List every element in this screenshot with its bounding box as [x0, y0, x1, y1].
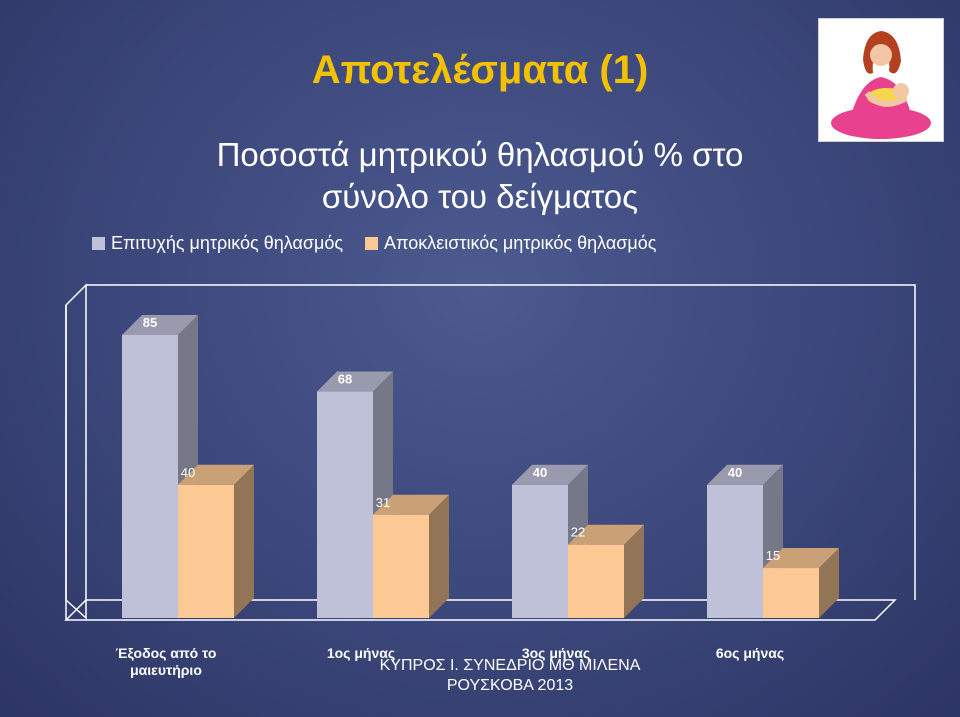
- legend-item-exclusive: Αποκλειστικός μητρικός θηλασμός: [365, 233, 656, 254]
- legend-swatch-successful: [92, 237, 105, 250]
- chart-subtitle: Ποσοστά μητρικού θηλασμού % στο σύνολο τ…: [100, 134, 860, 218]
- bar-side-s1-c0: [234, 464, 254, 618]
- x-tick-label-0: Έξοδος από το μαιευτήριο: [116, 645, 217, 678]
- x-tick-label-2: 3ος μήνας: [522, 645, 590, 661]
- x-tick-label-3: 6ος μήνας: [716, 645, 784, 661]
- bar-top-s0-c0: [122, 314, 198, 335]
- bar-side-s1-c1: [429, 494, 449, 618]
- value-label-s1-c2: 22: [571, 525, 585, 540]
- bar-s1-c1: [373, 514, 429, 618]
- bar-s1-c0: [178, 484, 234, 618]
- bar-s0-c2: [512, 484, 568, 618]
- bar-top-s1-c2: [568, 524, 644, 545]
- footer-line-1: ΚΥΠΡΟΣ Ι. ΣΥΝΕΔΡΙΟ ΜΘ ΜΙΛΕΝΑ: [379, 657, 641, 674]
- plot-wall-back: [86, 284, 916, 600]
- bar-s0-c3: [707, 484, 763, 618]
- bar-top-s0-c1: [317, 371, 393, 392]
- value-label-s0-c0: 85: [143, 315, 157, 330]
- bar-top-s0-c2: [512, 464, 588, 485]
- plot-floor: [64, 599, 897, 621]
- legend-label-successful: Επιτυχής μητρικός θηλασμός: [111, 233, 344, 253]
- bar-side-s1-c3: [819, 548, 839, 618]
- bar-top-s1-c1: [373, 494, 449, 515]
- breastfeeding-mother-icon: [818, 18, 944, 142]
- plot-wall-left: [65, 283, 87, 620]
- footer-credit: ΚΥΠΡΟΣ Ι. ΣΥΝΕΔΡΙΟ ΜΘ ΜΙΛΕΝΑ ΡΟΥΣΚΟΒΑ 20…: [300, 656, 720, 696]
- value-label-s1-c3: 15: [766, 548, 780, 563]
- chart-legend: Επιτυχής μητρικός θηλασμός Αποκλειστικός…: [92, 233, 656, 254]
- subtitle-line-2: σύνολο του δείγματος: [321, 178, 639, 215]
- legend-label-exclusive: Αποκλειστικός μητρικός θηλασμός: [384, 233, 657, 253]
- legend-swatch-exclusive: [365, 237, 379, 250]
- value-label-s1-c1: 31: [376, 495, 390, 510]
- bar-s0-c0: [122, 334, 178, 618]
- value-label-s1-c0: 40: [181, 465, 195, 480]
- bar-s1-c3: [763, 568, 819, 618]
- bar-top-s1-c0: [178, 464, 254, 485]
- bar-top-s1-c3: [763, 548, 839, 569]
- footer-line-2: ΡΟΥΣΚΟΒΑ 2013: [446, 677, 574, 694]
- bar-s1-c2: [568, 544, 624, 618]
- value-label-s0-c1: 68: [338, 372, 352, 387]
- bar-s0-c1: [317, 391, 373, 618]
- slide-title: Αποτελέσματα (1): [311, 48, 649, 92]
- value-label-s0-c2: 40: [533, 465, 547, 480]
- bar-side-s1-c2: [624, 524, 644, 618]
- bar-top-s0-c3: [707, 464, 783, 485]
- value-label-s0-c3: 40: [728, 465, 742, 480]
- legend-item-successful: Επιτυχής μητρικός θηλασμός: [92, 233, 343, 254]
- x-tick-label-1: 1ος μήνας: [327, 645, 395, 661]
- subtitle-line-1: Ποσοστά μητρικού θηλασμού % στο: [216, 136, 744, 173]
